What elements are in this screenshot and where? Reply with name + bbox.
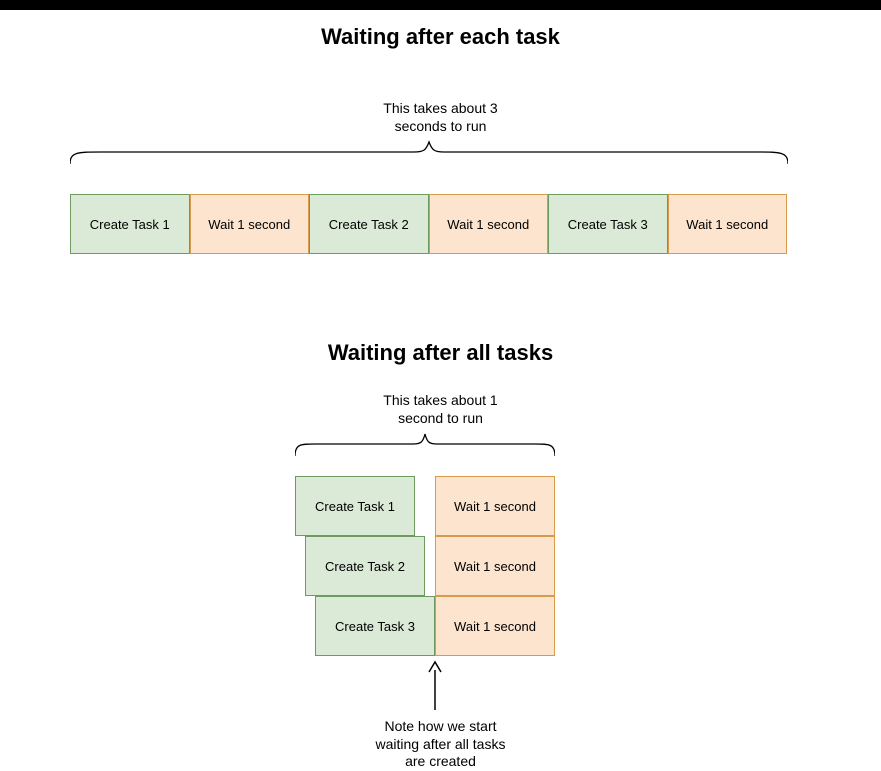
s1-create-task-2: Create Task 2	[309, 194, 429, 254]
section2-title: Waiting after all tasks	[0, 340, 881, 366]
s2-create-task-1: Create Task 1	[295, 476, 415, 536]
section1-caption: This takes about 3 seconds to run	[0, 100, 881, 135]
s1-wait-3: Wait 1 second	[668, 194, 788, 254]
section2-note: Note how we start waiting after all task…	[0, 718, 881, 771]
s2-wait-2: Wait 1 second	[435, 536, 555, 596]
section1-brace	[70, 136, 788, 166]
page: Waiting after each task This takes about…	[0, 0, 881, 771]
section1-row: Create Task 1 Wait 1 second Create Task …	[70, 194, 787, 254]
s2-create-task-2: Create Task 2	[305, 536, 425, 596]
section2-brace	[295, 428, 555, 458]
topbar	[0, 0, 881, 10]
s1-wait-2: Wait 1 second	[429, 194, 549, 254]
s2-wait-1: Wait 1 second	[435, 476, 555, 536]
section2-arrow	[425, 658, 445, 714]
s2-wait-3: Wait 1 second	[435, 596, 555, 656]
s1-wait-1: Wait 1 second	[190, 194, 310, 254]
s1-create-task-1: Create Task 1	[70, 194, 190, 254]
s1-create-task-3: Create Task 3	[548, 194, 668, 254]
section1-title: Waiting after each task	[0, 24, 881, 50]
s2-create-task-3: Create Task 3	[315, 596, 435, 656]
section2-caption: This takes about 1 second to run	[0, 392, 881, 427]
